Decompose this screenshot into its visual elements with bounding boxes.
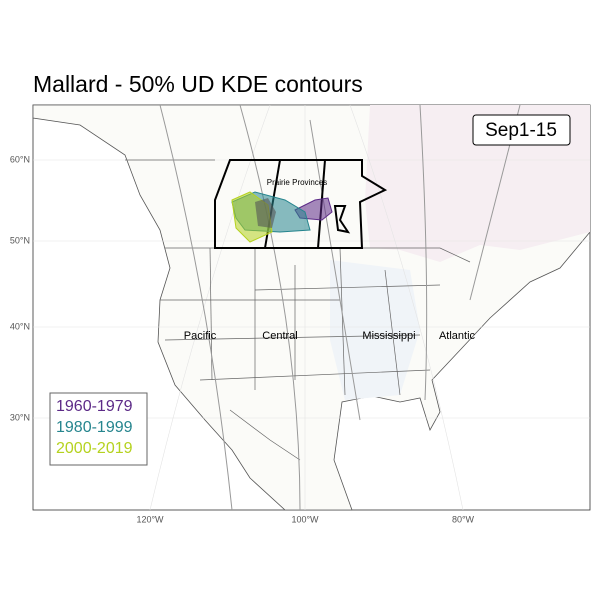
lat-label: 60°N bbox=[10, 154, 30, 164]
borders bbox=[125, 159, 471, 461]
contours bbox=[231, 191, 333, 243]
legend-entry: 1980-1999 bbox=[56, 419, 133, 436]
contour-overlap bbox=[255, 198, 276, 228]
legend-entry: 2000-2019 bbox=[56, 440, 133, 457]
legend-box bbox=[49, 392, 148, 466]
lat-label: 40°N bbox=[10, 321, 30, 331]
panel: Prairie Provinces Pacific Central Missis… bbox=[32, 104, 591, 511]
region-label: Prairie Provinces bbox=[267, 178, 327, 187]
flyway-label: Pacific bbox=[184, 330, 217, 342]
lat-label: 30°N bbox=[10, 412, 30, 422]
region-shade bbox=[330, 260, 420, 400]
period-box bbox=[472, 114, 571, 146]
flyway-boundaries bbox=[159, 104, 521, 511]
lat-label: 50°N bbox=[10, 235, 30, 245]
flyway-label: Mississippi bbox=[362, 330, 415, 342]
period-label: Sep1-15 bbox=[485, 120, 557, 141]
flyway-label: Atlantic bbox=[439, 330, 476, 342]
flyway-label: Central bbox=[262, 330, 297, 342]
legend: 1960-1979 1980-1999 2000-2019 bbox=[56, 398, 133, 457]
lon-label: 120°W bbox=[136, 514, 164, 524]
map-title: Mallard - 50% UD KDE contours bbox=[33, 71, 363, 97]
legend-entry: 1960-1979 bbox=[56, 398, 133, 415]
lon-label: 80°W bbox=[452, 514, 475, 524]
axes: 60°N 50°N 40°N 30°N 120°W 100°W 80°W bbox=[10, 154, 475, 524]
lon-label: 100°W bbox=[291, 514, 319, 524]
